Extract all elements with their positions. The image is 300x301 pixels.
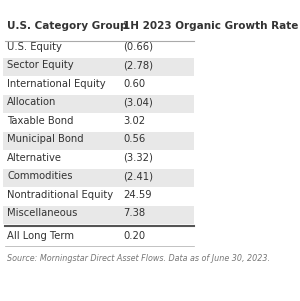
Text: U.S. Equity: U.S. Equity [7,42,62,52]
Text: U.S. Category Group: U.S. Category Group [7,21,128,31]
Text: 3.02: 3.02 [123,116,145,126]
FancyBboxPatch shape [3,206,194,224]
Text: 1H 2023 Organic Growth Rate %: 1H 2023 Organic Growth Rate % [123,21,300,31]
Text: 7.38: 7.38 [123,208,145,218]
Text: (3.04): (3.04) [123,97,153,107]
Text: 0.60: 0.60 [123,79,145,89]
Text: (3.32): (3.32) [123,153,153,163]
Text: Allocation: Allocation [7,97,57,107]
Text: International Equity: International Equity [7,79,106,89]
Text: Source: Morningstar Direct Asset Flows. Data as of June 30, 2023.: Source: Morningstar Direct Asset Flows. … [7,254,270,263]
Text: Commodities: Commodities [7,171,73,181]
Text: Municipal Bond: Municipal Bond [7,134,84,144]
Text: Taxable Bond: Taxable Bond [7,116,74,126]
FancyBboxPatch shape [3,95,194,113]
Text: (2.78): (2.78) [123,60,153,70]
Text: 0.56: 0.56 [123,134,145,144]
Text: Alternative: Alternative [7,153,62,163]
Text: Miscellaneous: Miscellaneous [7,208,78,218]
Text: (0.66): (0.66) [123,42,153,52]
FancyBboxPatch shape [3,132,194,150]
FancyBboxPatch shape [3,58,194,76]
Text: 24.59: 24.59 [123,190,152,200]
Text: Nontraditional Equity: Nontraditional Equity [7,190,113,200]
FancyBboxPatch shape [3,169,194,187]
Text: Sector Equity: Sector Equity [7,60,74,70]
Text: All Long Term: All Long Term [7,231,74,241]
Text: (2.41): (2.41) [123,171,153,181]
Text: 0.20: 0.20 [123,231,145,241]
